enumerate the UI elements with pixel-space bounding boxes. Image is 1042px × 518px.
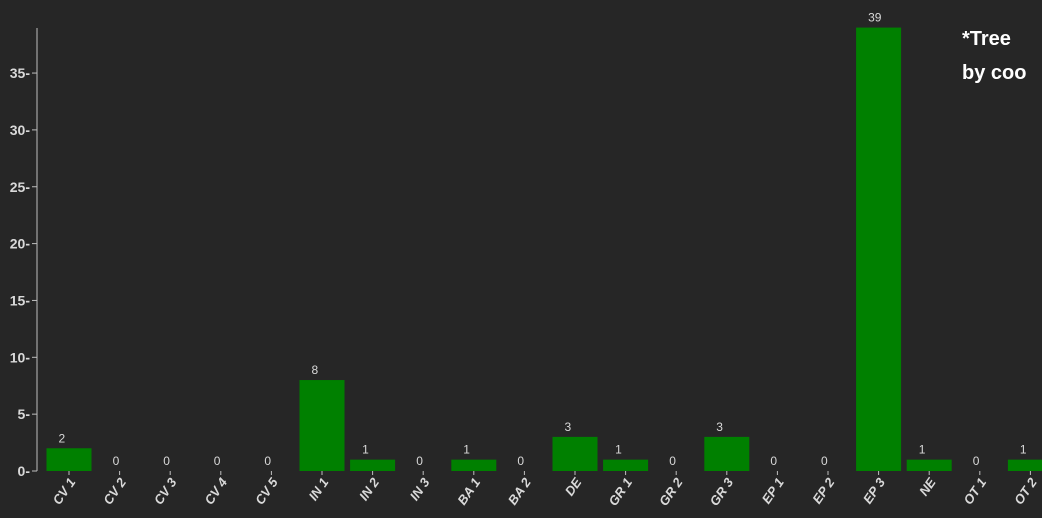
- x-tick-label: DE: [562, 475, 585, 499]
- bars: 2 0 0 0 0 8 1 0 1 0 3 1 0 3 0 0 39 1 0 1: [46, 11, 1042, 471]
- y-tick-label: 35-: [10, 65, 31, 81]
- y-tick-label: 25-: [10, 179, 31, 195]
- x-tick-label: NE: [916, 475, 939, 499]
- data-label: 1: [919, 443, 926, 457]
- x-tick-label: EP 2: [809, 474, 838, 506]
- x-tick-label: BA 1: [454, 475, 483, 507]
- annotation-line-1: *Tree: [962, 28, 1011, 50]
- data-label: 0: [113, 454, 120, 468]
- data-label: 1: [615, 443, 622, 457]
- data-label: 0: [214, 454, 221, 468]
- x-tick-label: CV 3: [151, 474, 180, 507]
- x-tick-label: GR 2: [656, 474, 686, 508]
- y-axis: 0- 5- 10- 15- 20- 25- 30- 35-: [10, 65, 37, 479]
- x-tick-label: GR 1: [605, 475, 635, 508]
- data-label: 0: [973, 454, 980, 468]
- data-label: 3: [565, 420, 572, 434]
- data-label: 1: [1020, 443, 1027, 457]
- y-tick-label: 5-: [18, 406, 31, 422]
- x-tick-label: BA 2: [505, 474, 534, 507]
- data-label: 3: [716, 420, 723, 434]
- x-tick-label: IN 3: [407, 474, 433, 503]
- bar: [552, 436, 598, 471]
- bar: [46, 448, 92, 471]
- y-tick-label: 30-: [10, 122, 31, 138]
- data-label: 0: [821, 454, 828, 468]
- data-label: 1: [362, 443, 369, 457]
- x-tick-label: EP 1: [759, 475, 787, 506]
- data-label: 0: [669, 454, 676, 468]
- data-label: 0: [770, 454, 777, 468]
- annotation-text: *Tree by coo: [962, 22, 1026, 90]
- y-tick-label: 0-: [18, 463, 31, 479]
- data-label: 0: [416, 454, 423, 468]
- x-tick-label: CV 5: [252, 474, 281, 507]
- data-label: 0: [517, 454, 524, 468]
- data-label: 8: [312, 363, 319, 377]
- data-label: 39: [868, 11, 882, 25]
- y-tick-label: 20-: [10, 236, 31, 252]
- data-label: 0: [264, 454, 271, 468]
- bar: [299, 380, 345, 471]
- x-tick-label: IN 1: [305, 475, 331, 503]
- bar: [856, 27, 902, 471]
- x-axis: CV 1 CV 2 CV 3 CV 4 CV 5 IN 1 IN 2 IN 3 BA 1 BA 2…: [50, 471, 1040, 509]
- data-label: 2: [59, 431, 66, 445]
- x-tick-label: EP 3: [860, 474, 889, 506]
- x-tick-label: OT 1: [960, 475, 989, 507]
- x-tick-label: CV 4: [201, 474, 230, 507]
- bar: [350, 459, 396, 471]
- x-tick-label: CV 1: [50, 475, 79, 507]
- x-tick-label: IN 2: [356, 474, 382, 503]
- x-tick-label: GR 3: [707, 474, 737, 508]
- x-tick-label: OT 2: [1011, 474, 1040, 507]
- bar: [906, 459, 952, 471]
- y-tick-label: 15-: [10, 292, 31, 308]
- bar: [603, 459, 649, 471]
- annotation-line-2: by coo: [962, 62, 1027, 84]
- bar: [1007, 459, 1042, 471]
- data-label: 0: [163, 454, 170, 468]
- y-tick-label: 10-: [10, 349, 31, 365]
- bar: [451, 459, 497, 471]
- x-tick-label: CV 2: [100, 474, 129, 507]
- data-label: 1: [463, 443, 470, 457]
- bar: [704, 436, 750, 471]
